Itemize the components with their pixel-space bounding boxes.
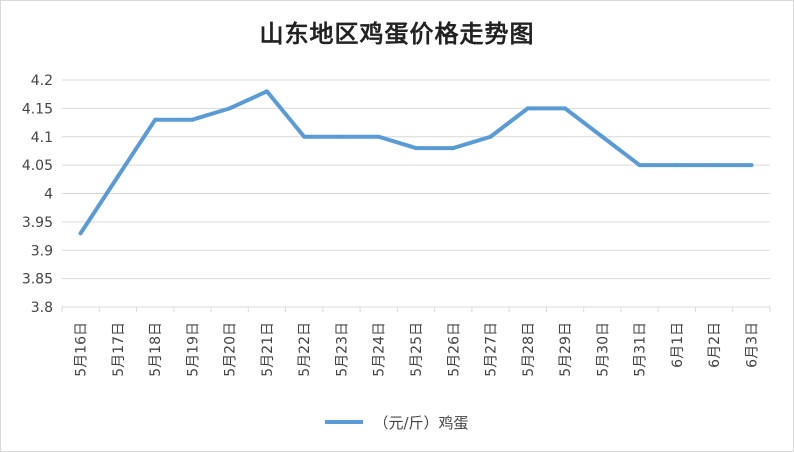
data-point (302, 134, 307, 139)
x-tick-label: 5月16日 (74, 322, 90, 377)
data-point (749, 163, 754, 168)
data-point (712, 163, 717, 168)
y-axis-ticks: 3.8 3.85 3.9 3.95 4 4.05 4.1 4.15 4.2 (22, 73, 53, 316)
data-point (153, 117, 158, 122)
x-tick-label: 5月30日 (595, 322, 611, 377)
x-tick-label: 5月28日 (521, 322, 537, 377)
data-point (339, 134, 344, 139)
legend-swatch (325, 420, 364, 424)
data-point (414, 146, 418, 151)
data-point (637, 163, 642, 168)
x-tick-label: 5月19日 (185, 322, 201, 377)
data-point (264, 89, 269, 94)
x-tick-label: 5月27日 (484, 322, 500, 377)
series-line (78, 89, 754, 236)
data-point (600, 134, 605, 139)
data-point (115, 174, 120, 179)
x-tick-label: 5月21日 (260, 322, 276, 377)
y-tick-label: 3.8 (31, 300, 53, 316)
x-axis-ticks: 5月16日 5月17日 5月18日 5月19日 5月20日 5月21日 5月22日 5月23日… (61, 307, 771, 377)
x-tick-label: 5月24日 (372, 322, 388, 377)
data-point (451, 146, 456, 151)
x-tick-label: 6月1日 (670, 322, 686, 368)
gridlines (62, 79, 770, 308)
legend-label: （元/斤）鸡蛋 (373, 413, 469, 432)
x-tick-label: 6月3日 (744, 322, 760, 368)
y-tick-label: 4.15 (22, 101, 53, 117)
y-tick-label: 4 (44, 187, 53, 203)
data-point (488, 134, 493, 139)
y-tick-label: 3.9 (31, 243, 53, 259)
data-point (376, 134, 381, 139)
data-point (78, 231, 83, 236)
x-tick-label: 5月29日 (558, 322, 574, 377)
x-tick-label: 5月23日 (334, 322, 350, 377)
x-tick-label: 5月18日 (148, 322, 164, 377)
y-tick-label: 4.1 (31, 130, 53, 146)
data-point (563, 106, 568, 111)
data-point (227, 106, 232, 111)
x-tick-label: 6月2日 (707, 322, 723, 368)
x-tick-label: 5月25日 (409, 322, 425, 377)
x-tick-label: 5月31日 (633, 322, 649, 377)
x-tick-label: 5月20日 (223, 322, 239, 377)
x-tick-label: 5月17日 (111, 322, 127, 377)
data-point (190, 117, 195, 122)
data-point (674, 163, 679, 168)
y-tick-label: 3.85 (22, 272, 53, 288)
chart-title: 山东地区鸡蛋价格走势图 (259, 20, 535, 48)
y-tick-label: 4.05 (22, 158, 53, 174)
x-tick-label: 5月22日 (297, 322, 313, 377)
y-tick-label: 4.2 (31, 73, 53, 89)
data-point (525, 106, 530, 111)
y-tick-label: 3.95 (22, 215, 53, 231)
series-layer (78, 89, 754, 236)
x-tick-label: 5月26日 (446, 322, 462, 377)
legend: （元/斤）鸡蛋 (0, 410, 794, 434)
